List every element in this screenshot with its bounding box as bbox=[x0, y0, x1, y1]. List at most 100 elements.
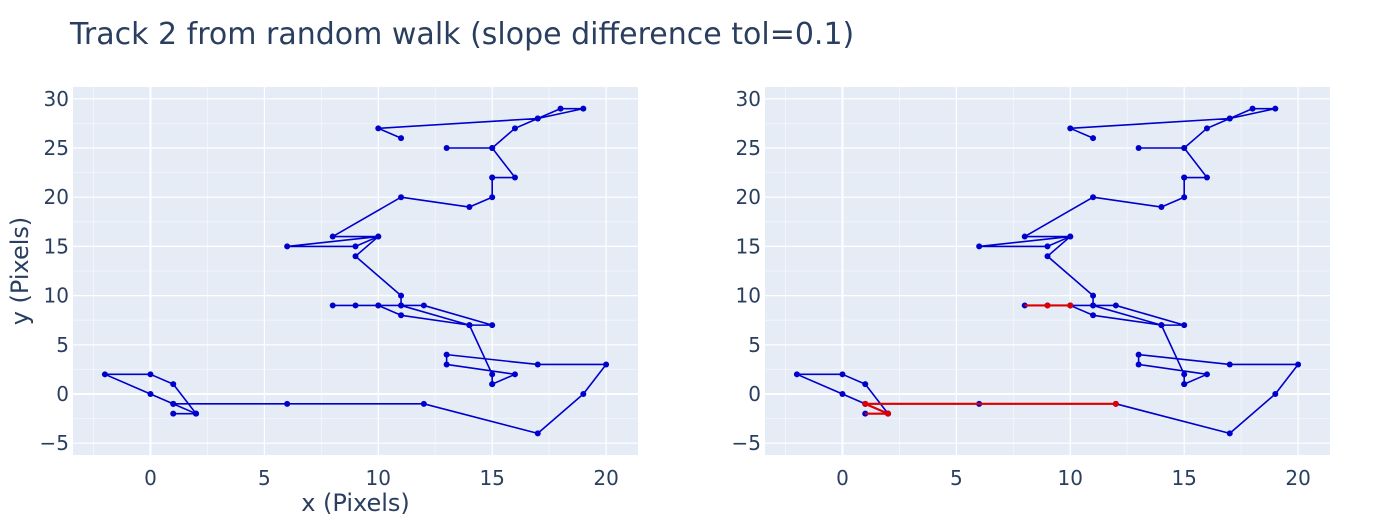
x-tick-label: 0 bbox=[144, 466, 157, 490]
x-tick-label: 10 bbox=[366, 466, 391, 490]
track-point bbox=[489, 194, 496, 201]
track-point bbox=[420, 400, 427, 407]
track-point bbox=[1181, 194, 1188, 201]
track-point bbox=[1090, 194, 1097, 201]
x-tick-label: 5 bbox=[950, 466, 963, 490]
track-point bbox=[329, 302, 336, 309]
track-point bbox=[193, 410, 200, 417]
track-point bbox=[1090, 292, 1097, 299]
track-point bbox=[398, 194, 405, 201]
track-point bbox=[329, 233, 336, 240]
y-tick-label: 15 bbox=[44, 234, 69, 258]
track-point bbox=[862, 381, 869, 388]
y-tick-label: 20 bbox=[44, 185, 69, 209]
track-point bbox=[1044, 243, 1051, 250]
track-point bbox=[603, 361, 610, 368]
y-tick-label: 0 bbox=[56, 382, 69, 406]
y-tick-label: 25 bbox=[736, 136, 761, 160]
track-point bbox=[170, 381, 177, 388]
highlight-point bbox=[1112, 400, 1119, 407]
x-tick-label: 20 bbox=[1285, 466, 1310, 490]
track-point bbox=[1226, 430, 1233, 437]
track-point bbox=[489, 322, 496, 329]
highlight-point bbox=[1044, 302, 1051, 309]
track-point bbox=[1203, 371, 1210, 378]
y-tick-label: −5 bbox=[732, 431, 761, 455]
track-point bbox=[443, 351, 450, 358]
track-point bbox=[1067, 125, 1074, 132]
y-tick-label: 0 bbox=[748, 382, 761, 406]
track-point bbox=[489, 145, 496, 152]
highlight-point bbox=[885, 410, 892, 417]
track-point bbox=[284, 400, 291, 407]
track-point bbox=[1249, 105, 1256, 112]
track-point bbox=[534, 430, 541, 437]
highlight-point bbox=[862, 400, 869, 407]
y-tick-label: 5 bbox=[56, 333, 69, 357]
track-point bbox=[1203, 125, 1210, 132]
track-point bbox=[1158, 204, 1165, 211]
track-point bbox=[375, 302, 382, 309]
track-point bbox=[170, 410, 177, 417]
track-point bbox=[375, 125, 382, 132]
track-point bbox=[534, 115, 541, 122]
track-point bbox=[489, 371, 496, 378]
x-tick-label: 15 bbox=[1171, 466, 1196, 490]
x-tick-label: 10 bbox=[1058, 466, 1083, 490]
track-point bbox=[466, 204, 473, 211]
chart-title: Track 2 from random walk (slope differen… bbox=[69, 17, 854, 52]
track-point bbox=[375, 233, 382, 240]
track-point bbox=[1090, 302, 1097, 309]
left-subplot: 0 5 10 15 20 −5 0 5 10 15 20 25 30 x (Pixels) y (Pixel… bbox=[6, 87, 638, 517]
x-tick-label: 15 bbox=[479, 466, 504, 490]
track-point bbox=[489, 174, 496, 181]
track-point bbox=[1295, 361, 1302, 368]
track-point bbox=[1044, 253, 1051, 260]
track-point bbox=[839, 371, 846, 378]
track-point bbox=[101, 371, 108, 378]
track-point bbox=[1067, 233, 1074, 240]
x-axis-title: x (Pixels) bbox=[301, 489, 410, 517]
track-point bbox=[793, 371, 800, 378]
track-point bbox=[398, 135, 405, 142]
track-point bbox=[147, 371, 154, 378]
y-tick-label: 20 bbox=[736, 185, 761, 209]
track-point bbox=[1021, 233, 1028, 240]
y-tick-label: 10 bbox=[736, 284, 761, 308]
track-point bbox=[352, 302, 359, 309]
track-point bbox=[489, 381, 496, 388]
track-point bbox=[1135, 145, 1142, 152]
track-point bbox=[557, 105, 564, 112]
track-point bbox=[580, 390, 587, 397]
track-point bbox=[443, 361, 450, 368]
track-point bbox=[534, 361, 541, 368]
y-tick-label: −5 bbox=[40, 431, 69, 455]
track-point bbox=[1181, 381, 1188, 388]
track-point bbox=[1203, 174, 1210, 181]
highlight-point bbox=[1067, 302, 1074, 309]
track-point bbox=[976, 243, 983, 250]
track-point bbox=[170, 400, 177, 407]
track-point bbox=[1135, 361, 1142, 368]
y-tick-label: 15 bbox=[736, 234, 761, 258]
track-point bbox=[352, 253, 359, 260]
track-point bbox=[1090, 312, 1097, 319]
track-point bbox=[147, 390, 154, 397]
y-tick-label: 5 bbox=[748, 333, 761, 357]
x-tick-label: 20 bbox=[593, 466, 618, 490]
track-point bbox=[1272, 105, 1279, 112]
track-point bbox=[1158, 322, 1165, 329]
track-point bbox=[1181, 322, 1188, 329]
track-point bbox=[1226, 115, 1233, 122]
y-axis-title: y (Pixels) bbox=[6, 217, 34, 326]
x-tick-label: 0 bbox=[836, 466, 849, 490]
track-point bbox=[580, 105, 587, 112]
track-point bbox=[398, 292, 405, 299]
track-point bbox=[839, 390, 846, 397]
track-point bbox=[284, 243, 291, 250]
x-tick-label: 5 bbox=[258, 466, 271, 490]
track-point bbox=[1112, 302, 1119, 309]
y-tick-label: 30 bbox=[736, 87, 761, 111]
right-subplot: 0 5 10 15 20 −5 0 5 10 15 20 25 30 bbox=[732, 87, 1330, 490]
